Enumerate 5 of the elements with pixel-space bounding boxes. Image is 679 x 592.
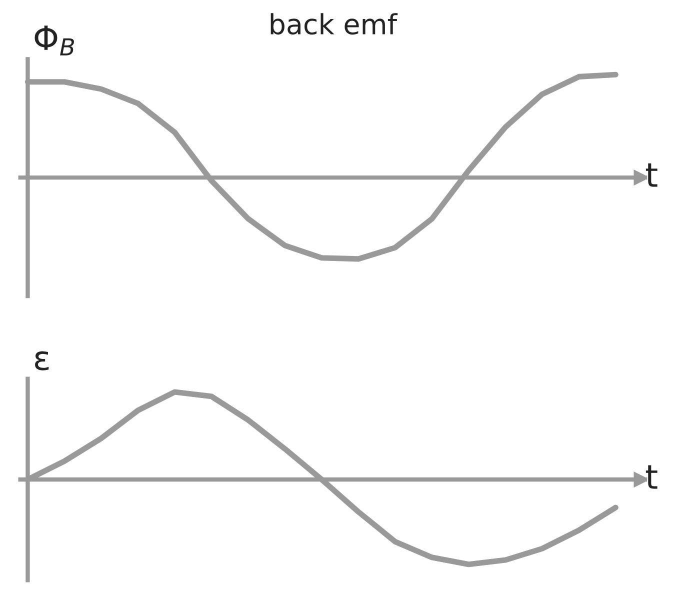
y-axis-title: ε [35, 351, 49, 370]
x-axis-title: t [646, 163, 658, 187]
y-axis-title: Φ$_{B}$ [34, 26, 74, 56]
x-axis-title: t [646, 465, 658, 489]
chart-title: back emf [270, 13, 398, 35]
